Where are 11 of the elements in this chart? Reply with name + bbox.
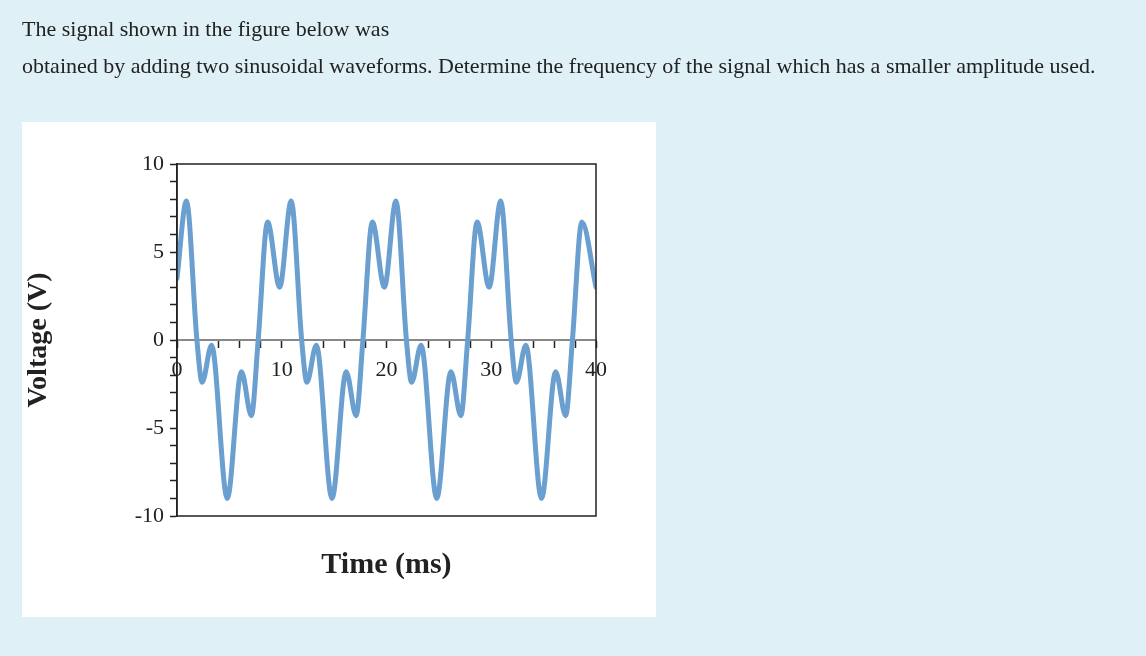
y-axis-title: Voltage (V) [21,272,53,408]
y-tick-label: 0 [153,325,164,351]
chart-title: The signal shown in the figure below was obtained by adding two sinusoidal waveforms. Determine the frequency of the signal which has a smaller amplitude used. [22,15,1097,80]
x-tick-label: 30 [480,355,503,381]
x-axis-title: Time (ms) [320,546,453,580]
y-tick-label: 10 [142,149,164,175]
y-tick-label: 5 [153,237,164,263]
y-tick-label: -10 [134,501,164,527]
x-tick-label: 20 [375,355,398,381]
x-tick-label: 10 [270,355,293,381]
y-tick-label: -5 [145,413,164,439]
